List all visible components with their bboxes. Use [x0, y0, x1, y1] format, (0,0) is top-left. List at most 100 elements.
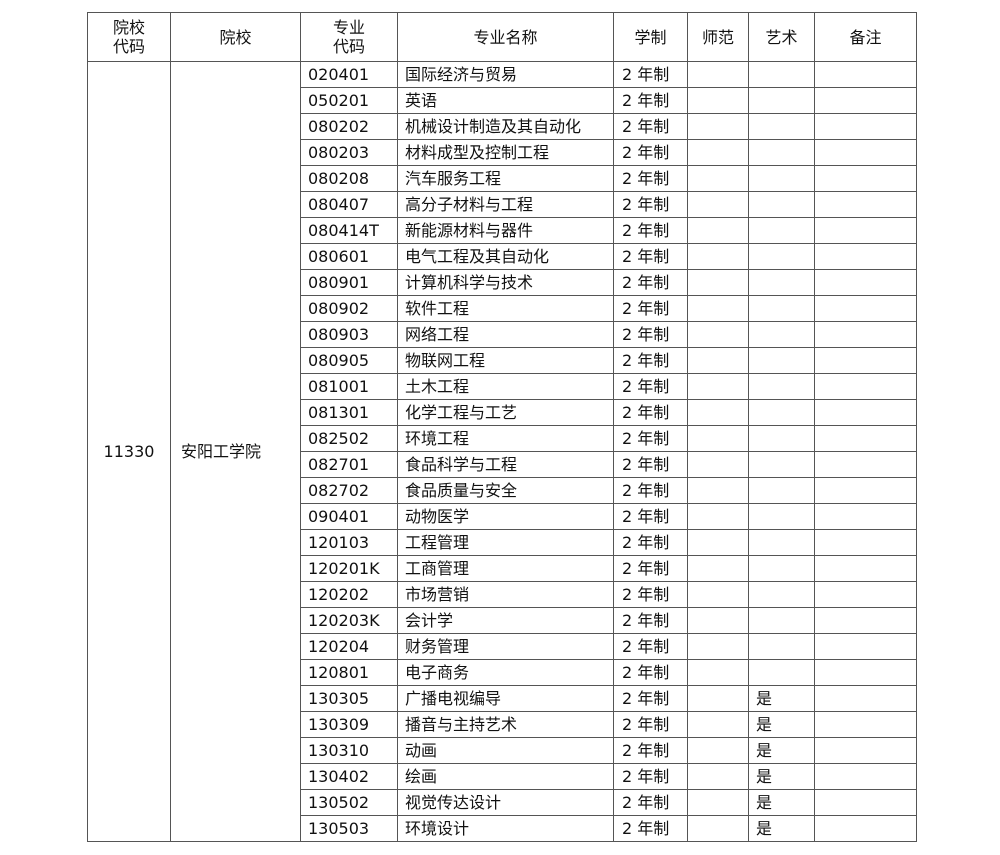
major-name-cell: 材料成型及控制工程 [397, 139, 614, 166]
normal-flag-cell [687, 113, 749, 140]
note-cell [814, 87, 917, 114]
note-cell [814, 373, 917, 400]
major-name-cell: 机械设计制造及其自动化 [397, 113, 614, 140]
normal-flag-cell [687, 451, 749, 478]
major-name-cell: 工程管理 [397, 529, 614, 556]
duration-cell: 2 年制 [613, 477, 688, 504]
duration-cell: 2 年制 [613, 581, 688, 608]
major-code-cell: 120202 [300, 581, 398, 608]
major-name-cell: 播音与主持艺术 [397, 711, 614, 738]
table-row: 130503 环境设计 2 年制 是 [88, 815, 917, 842]
duration-cell: 2 年制 [613, 607, 688, 634]
major-name-cell: 会计学 [397, 607, 614, 634]
duration-cell: 2 年制 [613, 737, 688, 764]
normal-flag-cell [687, 61, 749, 88]
note-cell [814, 165, 917, 192]
art-flag-cell [748, 321, 815, 348]
normal-flag-cell [687, 165, 749, 192]
art-flag-cell [748, 659, 815, 686]
table-row: 130309 播音与主持艺术 2 年制 是 [88, 711, 917, 738]
art-flag-cell [748, 503, 815, 530]
note-cell [814, 61, 917, 88]
normal-flag-cell [687, 477, 749, 504]
duration-cell: 2 年制 [613, 139, 688, 166]
major-code-cell: 080407 [300, 191, 398, 218]
art-flag-cell [748, 165, 815, 192]
art-flag-cell [748, 555, 815, 582]
table-row: 082702 食品质量与安全 2 年制 [88, 477, 917, 504]
normal-flag-cell [687, 581, 749, 608]
duration-cell: 2 年制 [613, 113, 688, 140]
art-flag-cell [748, 87, 815, 114]
major-code-cell: 130305 [300, 685, 398, 712]
major-code-cell: 120204 [300, 633, 398, 660]
normal-flag-cell [687, 555, 749, 582]
major-name-cell: 汽车服务工程 [397, 165, 614, 192]
major-name-cell: 工商管理 [397, 555, 614, 582]
duration-cell: 2 年制 [613, 789, 688, 816]
duration-cell: 2 年制 [613, 685, 688, 712]
major-name-cell: 土木工程 [397, 373, 614, 400]
note-cell [814, 425, 917, 452]
table-row: 080407 高分子材料与工程 2 年制 [88, 191, 917, 218]
note-cell [814, 321, 917, 348]
duration-cell: 2 年制 [613, 347, 688, 374]
art-flag-cell [748, 139, 815, 166]
major-code-cell: 130310 [300, 737, 398, 764]
art-flag-cell [748, 191, 815, 218]
art-flag-cell: 是 [748, 711, 815, 738]
duration-cell: 2 年制 [613, 451, 688, 478]
duration-cell: 2 年制 [613, 87, 688, 114]
art-flag-cell [748, 217, 815, 244]
table-row: 081301 化学工程与工艺 2 年制 [88, 399, 917, 426]
art-flag-cell [748, 243, 815, 270]
major-name-cell: 计算机科学与技术 [397, 269, 614, 296]
major-name-cell: 软件工程 [397, 295, 614, 322]
major-code-cell: 130309 [300, 711, 398, 738]
major-code-cell: 082502 [300, 425, 398, 452]
major-code-cell: 082702 [300, 477, 398, 504]
duration-cell: 2 年制 [613, 191, 688, 218]
duration-cell: 2 年制 [613, 633, 688, 660]
art-flag-cell: 是 [748, 789, 815, 816]
note-cell [814, 399, 917, 426]
normal-flag-cell [687, 295, 749, 322]
art-flag-cell: 是 [748, 763, 815, 790]
header-school: 院校 [170, 12, 301, 62]
art-flag-cell [748, 295, 815, 322]
normal-flag-cell [687, 763, 749, 790]
major-code-cell: 120801 [300, 659, 398, 686]
major-code-cell: 130502 [300, 789, 398, 816]
major-name-cell: 广播电视编导 [397, 685, 614, 712]
normal-flag-cell [687, 269, 749, 296]
note-cell [814, 139, 917, 166]
normal-flag-cell [687, 191, 749, 218]
art-flag-cell [748, 373, 815, 400]
table-body: 11330 安阳工学院 020401 国际经济与贸易 2 年制 050201 英语 2 年制 0… [87, 61, 917, 842]
table-row: 11330 安阳工学院 020401 国际经济与贸易 2 年制 [87, 61, 917, 842]
note-cell [814, 789, 917, 816]
header-note: 备注 [814, 12, 917, 62]
art-flag-cell [748, 477, 815, 504]
header-major-code: 专业 代码 [300, 12, 398, 62]
major-code-cell: 130503 [300, 815, 398, 842]
major-code-cell: 120203K [300, 607, 398, 634]
art-flag-cell [748, 425, 815, 452]
duration-cell: 2 年制 [613, 659, 688, 686]
major-name-cell: 绘画 [397, 763, 614, 790]
major-code-cell: 080905 [300, 347, 398, 374]
table-row: 081001 土木工程 2 年制 [88, 373, 917, 400]
duration-cell: 2 年制 [613, 555, 688, 582]
table-row: 120201K 工商管理 2 年制 [88, 555, 917, 582]
duration-cell: 2 年制 [613, 217, 688, 244]
major-name-cell: 市场营销 [397, 581, 614, 608]
major-code-cell: 080414T [300, 217, 398, 244]
school-code-cell: 11330 [87, 61, 171, 842]
major-code-cell: 080901 [300, 269, 398, 296]
duration-cell: 2 年制 [613, 763, 688, 790]
duration-cell: 2 年制 [613, 165, 688, 192]
table-row: 080902 软件工程 2 年制 [88, 295, 917, 322]
major-code-cell: 080601 [300, 243, 398, 270]
normal-flag-cell [687, 243, 749, 270]
normal-flag-cell [687, 87, 749, 114]
